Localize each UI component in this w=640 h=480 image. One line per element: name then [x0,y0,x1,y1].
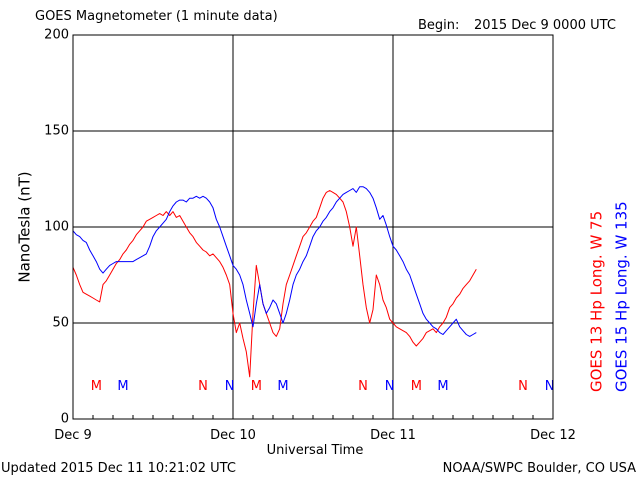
y-tick-label: 50 [52,316,69,331]
series-lines [72,186,477,378]
x-tick-label: Dec 12 [530,428,576,443]
annotation-n: N [358,379,368,394]
series-line-goes15 [72,186,477,337]
annotation-m: M [411,379,422,394]
y-tick-label: 0 [61,412,69,427]
chart-title: GOES Magnetometer (1 minute data) [35,9,278,24]
series-line-goes13 [72,190,477,378]
annotation-n: N [385,379,395,394]
plot-frame [72,34,554,420]
annotation-n: N [198,379,208,394]
grid-lines [73,35,553,419]
y-tick-label: 150 [44,124,69,139]
begin-value: 2015 Dec 9 0000 UTC [474,18,616,33]
annotation-m: M [91,379,102,394]
x-tick-label: Dec 9 [54,428,92,443]
x-axis-label: Universal Time [267,443,364,458]
annotation-m: M [117,379,128,394]
x-tick-label: Dec 10 [210,428,256,443]
y-tick-label: 200 [44,28,69,43]
annotation-m: M [251,379,262,394]
x-tick-label: Dec 11 [370,428,416,443]
y-tick-label: 100 [44,220,69,235]
y-axis-label: NanoTesla (nT) [16,171,34,282]
annotation-m: M [437,379,448,394]
annotation-m: M [277,379,288,394]
legend-goes13: GOES 13 Hp Long. W 75 [588,211,606,392]
credit-text: NOAA/SWPC Boulder, CO USA [442,461,636,476]
annotation-n: N [545,379,555,394]
begin-label: Begin: [418,18,460,33]
updated-timestamp: Updated 2015 Dec 11 10:21:02 UTC [1,461,236,476]
annotation-n: N [518,379,528,394]
legend-goes15: GOES 15 Hp Long. W 135 [613,201,631,392]
annotation-n: N [225,379,235,394]
x-tick-labels: Dec 9 Dec 10 Dec 11 Dec 12 [54,415,576,443]
y-tick-labels: 0 50 100 150 200 [44,28,79,427]
